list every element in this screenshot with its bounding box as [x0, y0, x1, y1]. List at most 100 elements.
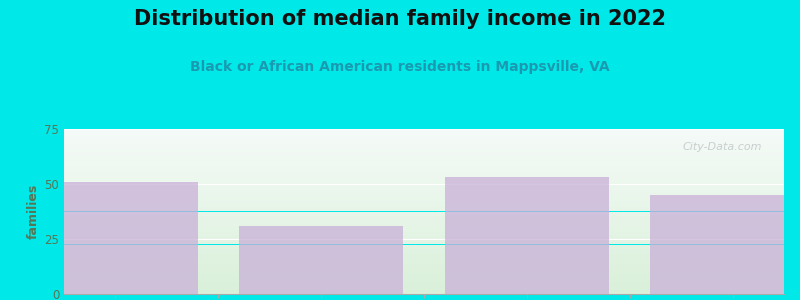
Bar	[64, 189, 784, 190]
Bar	[64, 282, 784, 283]
Bar	[64, 288, 784, 289]
Bar	[64, 291, 784, 292]
Bar	[64, 225, 784, 226]
Bar	[64, 213, 784, 214]
Bar	[64, 172, 784, 173]
Bar	[64, 268, 784, 269]
Bar	[64, 165, 784, 166]
Bar	[64, 183, 784, 184]
Bar	[64, 199, 784, 200]
Bar	[64, 206, 784, 207]
Bar	[64, 247, 784, 248]
Bar	[64, 210, 784, 211]
Bar	[64, 238, 784, 239]
Bar	[64, 130, 784, 131]
Bar	[64, 240, 784, 241]
Bar	[64, 132, 784, 133]
Bar	[64, 180, 784, 181]
Bar	[64, 227, 784, 228]
Bar	[64, 241, 784, 242]
Bar	[64, 138, 784, 139]
Bar	[64, 220, 784, 221]
Bar	[64, 161, 784, 162]
Bar	[64, 164, 784, 165]
Bar	[64, 146, 784, 147]
Bar	[64, 137, 784, 138]
Bar	[64, 179, 784, 180]
Bar	[64, 205, 784, 206]
Bar	[64, 228, 784, 229]
Bar	[64, 178, 784, 179]
Bar	[33, 182, 198, 294]
Bar	[64, 169, 784, 170]
Bar	[64, 198, 784, 199]
Bar	[64, 265, 784, 266]
Bar	[64, 202, 784, 203]
Bar	[64, 224, 784, 225]
Bar	[64, 147, 784, 148]
Bar	[64, 193, 784, 194]
Bar	[64, 279, 784, 280]
Bar	[445, 177, 609, 294]
Bar	[64, 267, 784, 268]
Bar	[64, 262, 784, 263]
Bar	[64, 148, 784, 149]
Bar	[64, 129, 784, 130]
Bar	[64, 150, 784, 151]
Bar	[64, 157, 784, 158]
Bar	[64, 231, 784, 232]
Bar	[64, 202, 784, 203]
Bar	[64, 195, 784, 196]
Bar	[64, 140, 784, 141]
Bar	[64, 152, 784, 153]
Bar	[64, 269, 784, 270]
Bar	[64, 173, 784, 174]
Bar	[64, 235, 784, 236]
Bar	[64, 135, 784, 136]
Bar	[239, 226, 403, 294]
Y-axis label: families: families	[27, 184, 40, 239]
Bar	[64, 284, 784, 285]
Bar	[64, 209, 784, 210]
Bar	[64, 145, 784, 146]
Bar	[64, 271, 784, 272]
Bar	[64, 190, 784, 191]
Bar	[64, 153, 784, 154]
Bar	[64, 212, 784, 213]
Bar	[64, 141, 784, 142]
Bar	[64, 154, 784, 155]
Bar	[64, 253, 784, 254]
Bar	[64, 234, 784, 235]
Bar	[64, 151, 784, 152]
Bar	[64, 142, 784, 143]
Bar	[64, 251, 784, 252]
Bar	[64, 222, 784, 223]
Bar	[64, 289, 784, 290]
Bar	[64, 283, 784, 284]
Bar	[64, 136, 784, 137]
Bar	[64, 200, 784, 201]
Bar	[64, 290, 784, 291]
Bar	[64, 276, 784, 277]
Bar	[64, 192, 784, 193]
Bar	[64, 256, 784, 257]
Bar	[64, 163, 784, 164]
Bar	[64, 245, 784, 246]
Bar	[64, 156, 784, 157]
Bar	[64, 292, 784, 293]
Bar	[64, 216, 784, 217]
Bar	[64, 215, 784, 216]
Bar	[64, 204, 784, 205]
Bar	[64, 185, 784, 186]
Bar	[64, 139, 784, 140]
Bar	[64, 249, 784, 250]
Bar	[64, 182, 784, 183]
Bar	[64, 197, 784, 198]
Bar	[64, 287, 784, 288]
Bar	[64, 229, 784, 230]
Bar	[64, 275, 784, 276]
Bar	[64, 244, 784, 245]
Bar	[64, 293, 784, 294]
Bar	[64, 259, 784, 260]
Text: City-Data.com: City-Data.com	[683, 142, 762, 152]
